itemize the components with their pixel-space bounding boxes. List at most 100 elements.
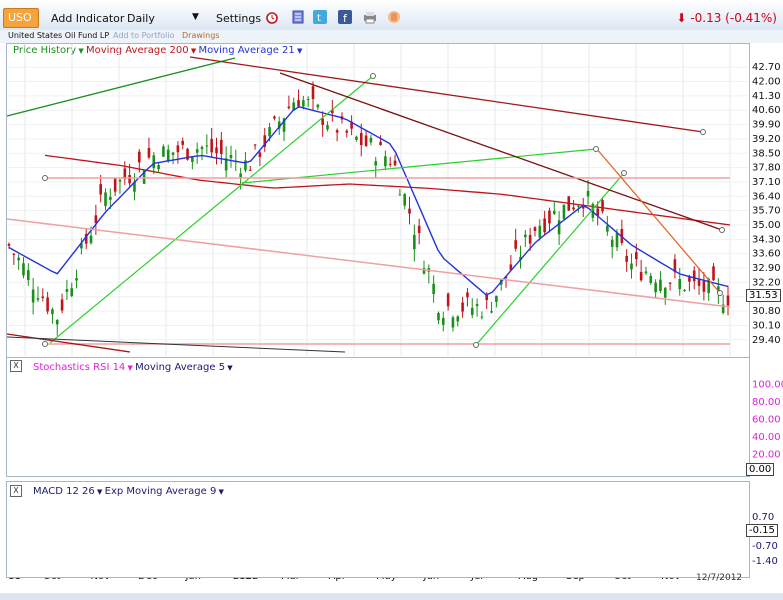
trendline-handle — [473, 342, 479, 348]
legend-ma200[interactable]: Moving Average 200 — [86, 45, 189, 56]
price-axis-tick: 29.40 — [752, 335, 781, 346]
candle-body — [726, 295, 730, 306]
candle-body — [41, 296, 45, 299]
last-price-tag: 31.53 — [746, 289, 781, 302]
candle-body — [195, 149, 199, 153]
period-select[interactable]: Daily — [127, 12, 155, 25]
price-axis-tick: 34.30 — [752, 234, 781, 245]
price-axis-tick: 39.90 — [752, 120, 781, 131]
alarm-clock-icon[interactable] — [265, 10, 279, 24]
candle-body — [610, 239, 614, 247]
candle-body — [205, 145, 209, 147]
macd-panel — [6, 481, 750, 578]
candle-body — [142, 170, 146, 184]
candle-body — [7, 243, 11, 246]
candle-body — [263, 135, 267, 147]
candle-body — [707, 278, 710, 293]
price-axis-tick: 33.60 — [752, 249, 781, 260]
legend-exp-ma[interactable]: Exp Moving Average 9 — [104, 486, 217, 497]
stoch-axis-tick: 20.00 — [752, 449, 781, 460]
svg-text:t: t — [317, 13, 321, 24]
document-icon[interactable] — [291, 10, 305, 24]
legend-macd[interactable]: MACD 12 26 — [33, 486, 95, 497]
candle-body — [374, 161, 378, 166]
macd-axis-tick: -0.70 — [752, 541, 778, 552]
down-arrow-icon: ⬇ — [676, 11, 691, 25]
macd-legend: MACD 12 26 ▼ Exp Moving Average 9 ▼ — [33, 486, 224, 497]
legend-stoch-rsi[interactable]: Stochastics RSI 14 — [33, 362, 126, 373]
candle-body — [635, 252, 638, 260]
stoch-last-tag: 0.00 — [746, 463, 775, 476]
candle-body — [297, 99, 300, 107]
legend-ma21[interactable]: Moving Average 21 — [198, 45, 295, 56]
candle-body — [287, 106, 291, 109]
candle-body — [466, 292, 469, 298]
trendline — [279, 72, 723, 231]
candle-body — [335, 130, 339, 133]
candle-body — [75, 277, 78, 281]
candle-body — [277, 121, 281, 129]
candle-body — [393, 160, 397, 166]
legend-price-history[interactable]: Price History — [13, 45, 77, 56]
trendline — [6, 218, 731, 308]
drawings-link[interactable]: Drawings — [182, 31, 220, 40]
candle-body — [567, 196, 571, 211]
candle-body — [630, 263, 633, 270]
candle-body — [331, 109, 334, 114]
candle-body — [109, 196, 112, 200]
candle-body — [470, 307, 474, 315]
candle-body — [166, 149, 170, 162]
candle-body — [191, 156, 194, 162]
candle-body — [99, 184, 102, 195]
candle-body — [659, 279, 662, 291]
close-stoch-icon[interactable]: X — [10, 360, 22, 372]
stoch-axis-tick: 80.00 — [752, 397, 781, 408]
price-axis-tick: 41.30 — [752, 91, 781, 102]
candle-body — [224, 158, 228, 171]
candle-body — [55, 320, 59, 325]
bottom-scrollbar[interactable] — [0, 593, 783, 600]
facebook-icon[interactable]: f — [338, 10, 352, 24]
candle-body — [504, 276, 508, 279]
candle-body — [461, 302, 464, 312]
candle-body — [306, 99, 310, 101]
add-indicator-button[interactable]: Add Indicator — [51, 12, 125, 25]
candle-body — [27, 270, 30, 280]
candle-body — [591, 203, 595, 218]
candle-body — [65, 289, 69, 292]
candle-body — [147, 148, 151, 158]
candle-body — [94, 215, 98, 224]
candle-body — [495, 295, 498, 302]
candle-body — [403, 194, 406, 206]
trendline — [6, 333, 131, 353]
candle-body — [519, 256, 522, 261]
price-axis-tick: 32.90 — [752, 263, 781, 274]
candle-body — [229, 155, 233, 159]
candle-body — [244, 160, 247, 171]
trendline-handle — [719, 227, 725, 233]
close-macd-icon[interactable]: X — [10, 485, 22, 497]
candle-body — [673, 259, 677, 273]
candle-body — [490, 311, 493, 313]
ticker-box[interactable]: USO — [3, 8, 39, 28]
candle-body — [70, 288, 74, 297]
price-legend: Price History ▼ Moving Average 200 ▼ Mov… — [13, 45, 303, 56]
price-axis-tick: 38.50 — [752, 148, 781, 159]
trendline — [189, 56, 704, 133]
candle-body — [123, 168, 127, 180]
settings-button[interactable]: Settings — [216, 12, 262, 25]
candle-body — [364, 135, 368, 146]
candle-body — [239, 173, 242, 178]
trendline-handle — [42, 175, 48, 181]
period-dropdown-icon[interactable]: ▼ — [192, 12, 199, 22]
print-icon[interactable] — [363, 10, 377, 24]
hand-icon[interactable] — [387, 10, 401, 24]
add-to-portfolio-link[interactable]: Add to Portfolio — [113, 31, 175, 40]
legend-stoch-ma[interactable]: Moving Average 5 — [135, 362, 226, 373]
trendline — [475, 172, 625, 346]
candle-body — [46, 297, 49, 312]
twitter-icon[interactable]: t — [313, 10, 327, 24]
price-axis-tick: 39.20 — [752, 134, 781, 145]
candle-body — [181, 140, 185, 145]
price-axis-tick: 30.10 — [752, 320, 781, 331]
